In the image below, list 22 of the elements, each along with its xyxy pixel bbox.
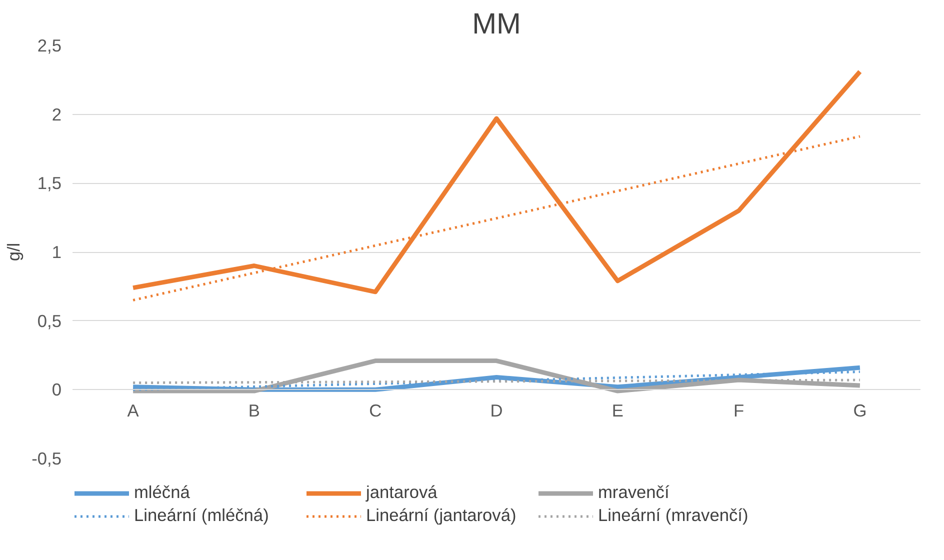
y-tick-label: 1,5 xyxy=(37,173,62,194)
x-tick-label: C xyxy=(369,400,382,421)
y-tick-label: 0,5 xyxy=(37,310,62,331)
legend-label: mléčná xyxy=(134,482,191,503)
legend-label: jantarová xyxy=(366,482,438,503)
x-tick-label: B xyxy=(248,400,260,421)
y-tick-label: 2 xyxy=(52,104,62,124)
x-tick-label: D xyxy=(490,400,503,421)
legend-label: Lineární (mravenčí) xyxy=(598,505,750,526)
legend-label: Lineární (mléčná) xyxy=(134,505,270,526)
x-tick-label: E xyxy=(612,400,624,421)
chart-title: MM xyxy=(472,8,521,40)
y-tick-label: 0 xyxy=(52,380,62,400)
legend-label: Lineární (jantarová) xyxy=(366,505,518,526)
x-tick-label: A xyxy=(127,400,140,421)
y-tick-label: -0,5 xyxy=(32,448,62,468)
legend-label: mravenčí xyxy=(598,482,670,503)
y-tick-label: 1 xyxy=(52,242,62,262)
x-tick-label: G xyxy=(853,400,867,421)
y-axis-title: g/l xyxy=(4,242,24,262)
y-tick-label: 2,5 xyxy=(37,36,62,56)
x-tick-label: F xyxy=(733,400,744,421)
